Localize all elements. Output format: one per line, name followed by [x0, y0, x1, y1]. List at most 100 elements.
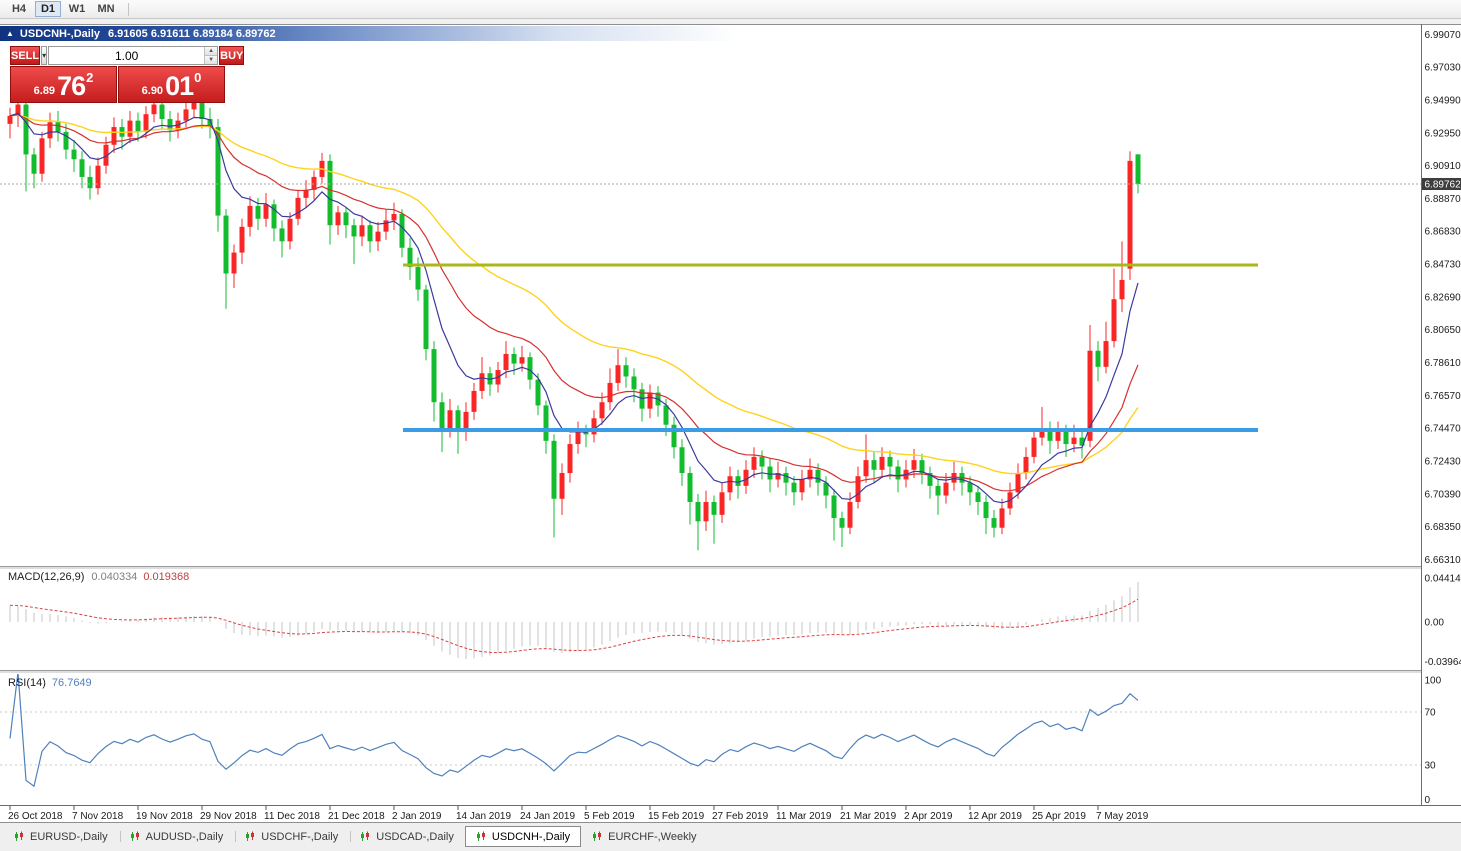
sell-price-prefix: 6.89 — [33, 85, 56, 97]
chart-canvas[interactable]: 6.99070 6.97030 6.94990 6.92950 6.90910 6.888… — [0, 24, 1461, 822]
macd-panel[interactable] — [9, 581, 1139, 660]
svg-text:15 Feb 2019: 15 Feb 2019 — [648, 811, 705, 822]
rsi-line — [9, 674, 1139, 788]
svg-text:6.90910: 6.90910 — [1425, 161, 1461, 172]
chart-icon — [476, 831, 485, 841]
svg-text:6.78610: 6.78610 — [1425, 358, 1461, 369]
rsi-value: 76.7649 — [51, 677, 92, 689]
price-axis[interactable]: 6.99070 6.97030 6.94990 6.92950 6.90910 6.888… — [1421, 24, 1461, 806]
buy-button[interactable]: BUY — [219, 46, 245, 65]
svg-text:19 Nov 2018: 19 Nov 2018 — [136, 811, 193, 822]
svg-text:14 Jan 2019: 14 Jan 2019 — [456, 811, 511, 822]
chart-tabs-bar: EURUSD-,Daily AUDUSD-,Daily USDCHF-,Daily U… — [0, 822, 1461, 851]
chart-icon — [593, 831, 602, 841]
sell-price-panel[interactable]: 6.89 76 2 — [10, 66, 117, 103]
volume-spinner: ▲ ▼ — [204, 47, 218, 64]
chart-tab-eurusd-daily[interactable]: EURUSD-,Daily — [3, 826, 119, 847]
sell-price-pips: 76 — [57, 71, 86, 101]
svg-text:6.82690: 6.82690 — [1425, 292, 1461, 303]
timeframe-button-mn[interactable]: MN — [97, 3, 115, 15]
svg-text:5 Feb 2019: 5 Feb 2019 — [584, 811, 635, 822]
chart-icon — [361, 831, 370, 841]
buy-price-prefix: 6.90 — [141, 85, 164, 97]
collapse-trade-panel-icon[interactable]: ▲ — [6, 29, 14, 38]
chart-tab-usdcad-daily[interactable]: USDCAD-,Daily — [349, 826, 465, 847]
chart-icon — [246, 831, 255, 841]
svg-text:21 Mar 2019: 21 Mar 2019 — [840, 811, 897, 822]
timeframe-button-h4[interactable]: H4 — [11, 3, 27, 15]
buy-price-pips: 01 — [165, 71, 194, 101]
svg-text:6.92950: 6.92950 — [1425, 128, 1461, 139]
sell-button[interactable]: SELL — [10, 46, 41, 65]
current-price-tag — [1422, 178, 1461, 190]
svg-text:6.97030: 6.97030 — [1425, 63, 1461, 74]
svg-text:21 Dec 2018: 21 Dec 2018 — [328, 811, 385, 822]
svg-text:6.66310: 6.66310 — [1425, 555, 1461, 566]
svg-text:0.044143: 0.044143 — [1425, 574, 1461, 585]
svg-text:6.86830: 6.86830 — [1425, 227, 1461, 238]
volume-input-group: ▲ ▼ — [48, 46, 219, 65]
buy-price-point: 0 — [194, 70, 202, 85]
macd-indicator-label: MACD(12,26,9) 0.040334 0.019368 — [8, 571, 190, 583]
svg-text:0: 0 — [1425, 795, 1431, 806]
rsi-panel[interactable] — [0, 672, 1421, 788]
chart-tab-audusd-daily[interactable]: AUDUSD-,Daily — [119, 826, 235, 847]
macd-main-value: 0.040334 — [91, 571, 138, 583]
chevron-down-icon: ▾ — [42, 51, 47, 60]
volume-increment-button[interactable]: ▲ — [205, 47, 218, 56]
rsi-indicator-label: RSI(14) 76.7649 — [8, 677, 92, 689]
svg-text:0.00: 0.00 — [1425, 618, 1445, 629]
svg-text:29 Nov 2018: 29 Nov 2018 — [200, 811, 257, 822]
svg-text:6.74470: 6.74470 — [1425, 424, 1461, 435]
sell-price-point: 2 — [86, 70, 94, 85]
svg-text:6.76570: 6.76570 — [1425, 391, 1461, 402]
chart-icon — [130, 831, 139, 841]
timeframe-button-w1[interactable]: W1 — [68, 3, 86, 15]
ma-medium-line — [9, 114, 1139, 492]
svg-text:25 Apr 2019: 25 Apr 2019 — [1032, 811, 1086, 822]
chart-icon — [15, 831, 23, 841]
svg-text:6.70390: 6.70390 — [1425, 489, 1461, 500]
svg-text:7 Nov 2018: 7 Nov 2018 — [72, 811, 124, 822]
chart-tab-label: USDCNH-,Daily — [491, 830, 571, 843]
svg-text:2 Jan 2019: 2 Jan 2019 — [392, 811, 442, 822]
svg-text:11 Mar 2019: 11 Mar 2019 — [776, 811, 832, 822]
timeframe-toolbar: H4 D1 W1 MN — [0, 0, 1461, 19]
timeframe-button-d1[interactable]: D1 — [35, 1, 61, 17]
chart-tab-label: USDCAD-,Daily — [376, 830, 454, 843]
chart-tab-usdchf-daily[interactable]: USDCHF-,Daily — [234, 826, 349, 847]
volume-dropdown-button[interactable]: ▾ — [41, 46, 48, 65]
chart-tab-label: AUDUSD-,Daily — [145, 830, 224, 843]
chart-background — [0, 24, 1461, 822]
svg-text:30: 30 — [1425, 761, 1437, 772]
svg-text:6.88870: 6.88870 — [1425, 194, 1461, 205]
ma-slow-line — [9, 114, 1139, 475]
svg-text:26 Oct 2018: 26 Oct 2018 — [8, 811, 63, 822]
svg-text:6.84730: 6.84730 — [1425, 260, 1461, 271]
volume-decrement-button[interactable]: ▼ — [205, 56, 218, 64]
splitter-macd-rsi[interactable] — [0, 670, 1461, 673]
chart-tab-label: EURCHF-,Weekly — [608, 830, 697, 843]
svg-text:100: 100 — [1425, 675, 1442, 686]
one-click-trading-panel: SELL ▾ ▲ ▼ BUY 6.89 76 2 6.90 01 0 — [10, 46, 245, 103]
svg-text:11 Dec 2018: 11 Dec 2018 — [264, 811, 320, 822]
buy-price-panel[interactable]: 6.90 01 0 — [118, 66, 225, 103]
macd-signal-line — [9, 598, 1139, 654]
svg-text:24 Jan 2019: 24 Jan 2019 — [520, 811, 575, 822]
svg-text:27 Feb 2019: 27 Feb 2019 — [712, 811, 769, 822]
svg-text:2 Apr 2019: 2 Apr 2019 — [904, 811, 953, 822]
chart-title-bar: ▲ USDCNH-,Daily 6.91605 6.91611 6.89184 … — [0, 26, 1421, 41]
svg-text:7 May 2019: 7 May 2019 — [1096, 811, 1149, 822]
svg-text:6.72430: 6.72430 — [1425, 456, 1461, 467]
chart-tab-eurchf-weekly[interactable]: EURCHF-,Weekly — [581, 826, 707, 847]
candles-layer — [7, 94, 1141, 551]
splitter-main-macd[interactable] — [0, 566, 1461, 569]
chart-tab-usdcnh-daily[interactable]: USDCNH-,Daily — [464, 826, 582, 847]
toolbar-separator — [128, 2, 129, 16]
chart-symbol-title: USDCNH-,Daily — [19, 27, 100, 40]
svg-text:6.80650: 6.80650 — [1425, 325, 1461, 336]
volume-input[interactable] — [49, 47, 205, 64]
time-axis[interactable]: 26 Oct 2018 7 Nov 2018 19 Nov 2018 29 Nov 2… — [0, 805, 1461, 823]
svg-text:6.68350: 6.68350 — [1425, 522, 1461, 533]
main-price-panel[interactable] — [0, 94, 1421, 551]
